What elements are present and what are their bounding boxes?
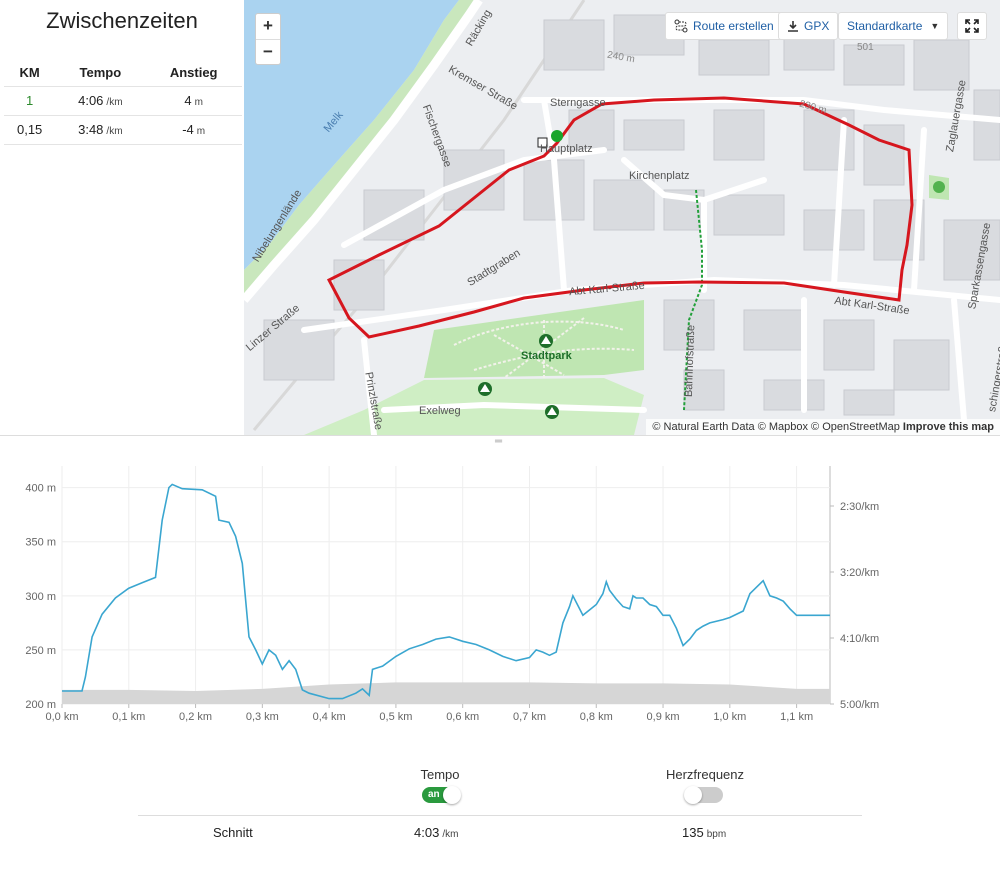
average-divider: [138, 815, 862, 816]
col-km: KM: [4, 60, 56, 87]
y-tick-label-right: 2:30/km: [840, 501, 879, 513]
splits-title: Zwischenzeiten: [46, 8, 198, 33]
finish-marker: [537, 137, 548, 148]
average-heart-rate: 135 bpm: [682, 825, 727, 840]
attribution-text: © Natural Earth Data © Mapbox © OpenStre…: [652, 421, 900, 433]
path-bahnhofstrasse: [683, 189, 703, 411]
route-map[interactable]: Melk Nibelungenlände Fischergasse Kremse…: [244, 0, 1000, 435]
toggle-knob: [684, 786, 702, 804]
heart-rate-toggle[interactable]: [684, 786, 723, 804]
riverbank-green: [244, 0, 479, 295]
tempo-label: Tempo: [420, 767, 460, 782]
splits-header-row: KM Tempo Anstieg: [4, 60, 242, 87]
map-canvas[interactable]: [244, 0, 1000, 435]
x-tick-label: 0,5 km: [379, 711, 412, 723]
river-danube: [244, 0, 459, 270]
y-tick-label: 400 m: [25, 483, 56, 495]
zoom-control: + −: [255, 13, 281, 65]
create-route-button[interactable]: Route erstellen: [665, 12, 783, 40]
x-tick-label: 0,6 km: [446, 711, 479, 723]
drag-handle-icon[interactable]: ═: [495, 436, 503, 447]
x-tick-label: 0,8 km: [580, 711, 613, 723]
average-tempo: 4:03/km: [414, 825, 459, 840]
x-tick-label: 1,0 km: [713, 711, 746, 723]
label-bahnhofstrasse: Bahnhofstraße: [682, 324, 698, 398]
road-nibelungenlaende: [244, 0, 483, 303]
fullscreen-icon: [965, 19, 979, 33]
tempo-toggle[interactable]: an: [422, 786, 461, 804]
x-tick-label: 0,0 km: [45, 711, 78, 723]
map-style-label: Standardkarte: [847, 19, 923, 33]
split-climb: -4 m: [145, 115, 242, 145]
fullscreen-button[interactable]: [957, 12, 987, 40]
x-tick-label: 0,4 km: [313, 711, 346, 723]
route-line: [326, 96, 914, 339]
panel-divider[interactable]: ═: [0, 435, 1000, 447]
label-exelweg: Exelweg: [419, 405, 461, 417]
y-tick-label-right: 4:10/km: [840, 633, 879, 645]
split-tempo: 3:48/km: [55, 115, 146, 145]
x-tick-label: 0,2 km: [179, 711, 212, 723]
zoom-out-button[interactable]: −: [256, 39, 280, 64]
split-km: 1: [4, 86, 56, 116]
x-tick-label: 0,9 km: [647, 711, 680, 723]
series-elevation-area: [62, 682, 830, 704]
start-marker: [551, 130, 563, 142]
label-stadtpark: Stadtpark: [521, 350, 572, 362]
zoom-in-button[interactable]: +: [263, 16, 273, 35]
create-route-label: Route erstellen: [693, 19, 774, 33]
y-tick-label: 350 m: [25, 537, 56, 549]
x-tick-label: 0,3 km: [246, 711, 279, 723]
elevation-pace-chart[interactable]: 200 m 250 m 300 m 350 m 400 m 2:30/km 3:20/km 4…: [0, 450, 1000, 730]
download-icon: [788, 20, 798, 32]
split-tempo: 4:06/km: [55, 86, 146, 116]
splits-panel: Zwischenzeiten KM Tempo Anstieg 1 4:06/k…: [0, 0, 244, 435]
average-label: Schnitt: [213, 825, 253, 840]
toggle-knob: [443, 786, 461, 804]
heart-rate-label: Herzfrequenz: [665, 767, 745, 782]
park-paths: [453, 317, 635, 379]
y-tick-label: 200 m: [25, 699, 56, 711]
x-tick-label: 1,1 km: [780, 711, 813, 723]
y-tick-label-right: 3:20/km: [840, 567, 879, 579]
gpx-button[interactable]: GPX: [778, 12, 839, 40]
x-tick-label: 0,7 km: [513, 711, 546, 723]
park-stadtpark: [424, 300, 644, 378]
tempo-toggle-text: an: [428, 789, 440, 800]
y-tick-label: 250 m: [25, 645, 56, 657]
route-icon: [674, 19, 688, 33]
label-kirchenplatz: Kirchenplatz: [629, 170, 690, 182]
map-attribution: © Natural Earth Data © Mapbox © OpenStre…: [646, 419, 1000, 435]
improve-map-link[interactable]: Improve this map: [902, 421, 994, 433]
series-tempo-line: [62, 483, 830, 700]
map-style-select[interactable]: Standardkarte ▼: [838, 12, 949, 40]
split-km: 0,15: [4, 115, 56, 145]
table-row[interactable]: 0,15 3:48/km -4 m: [4, 115, 242, 145]
label-501: 501: [857, 42, 874, 53]
streets: [301, 97, 1000, 435]
col-climb: Anstieg: [145, 60, 242, 87]
y-tick-label-right: 5:00/km: [840, 699, 879, 711]
gpx-label: GPX: [804, 19, 830, 33]
y-tick-label: 300 m: [25, 591, 56, 603]
chevron-down-icon: ▼: [930, 21, 940, 31]
label-hauptplatz: Hauptplatz: [540, 143, 593, 155]
x-tick-label: 0,1 km: [112, 711, 145, 723]
label-sterngasse: Sterngasse: [550, 97, 606, 109]
col-tempo: Tempo: [55, 60, 146, 87]
